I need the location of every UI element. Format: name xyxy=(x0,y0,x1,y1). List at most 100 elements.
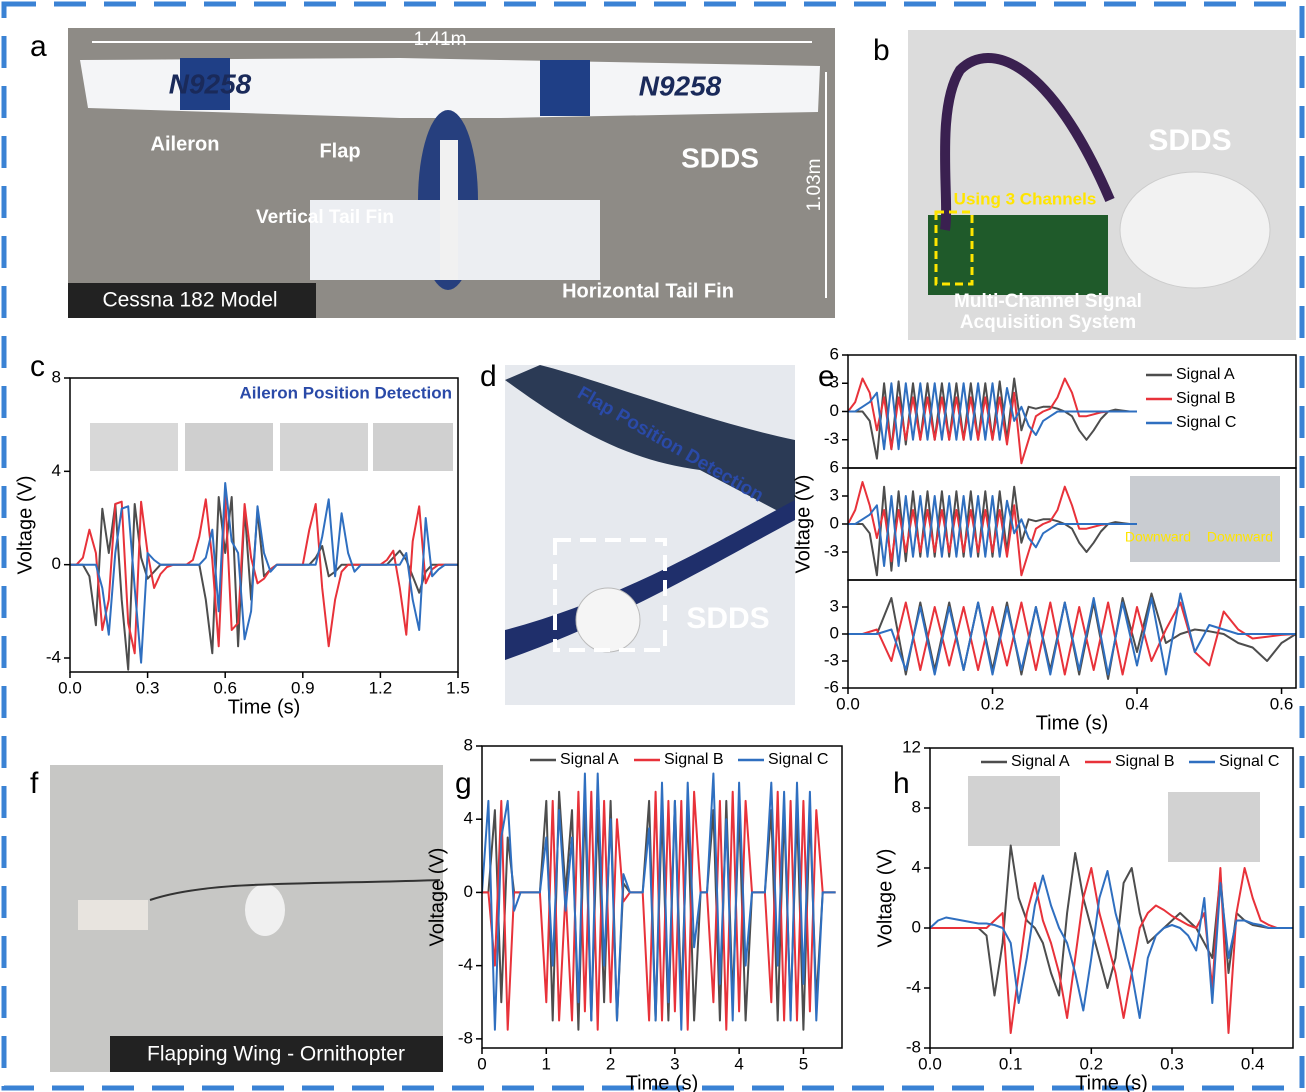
photo-b: SDDS Using 3 Channels Multi-Channel Sign… xyxy=(908,30,1296,340)
inset-photo xyxy=(280,423,368,471)
y-tick-label: 3 xyxy=(830,373,839,392)
inset-photo xyxy=(373,423,453,471)
ornithopter-body xyxy=(245,884,285,936)
panel-label: c xyxy=(30,350,45,383)
inset-photo xyxy=(90,423,178,471)
y-tick-label: 8 xyxy=(464,735,473,754)
y-tick-label: 0 xyxy=(52,554,61,573)
legend-label: Signal A xyxy=(1011,753,1070,770)
legend-label: Signal C xyxy=(1176,414,1236,431)
y-axis-label: Voltage (V) xyxy=(874,849,896,948)
photo-label: SDDS xyxy=(686,602,769,635)
x-tick-label: 0.3 xyxy=(136,678,160,697)
y-tick-label: 4 xyxy=(464,809,473,828)
y-tick-label: 8 xyxy=(912,797,921,816)
panel-label: b xyxy=(873,34,890,67)
photo-label: Multi-Channel Signal xyxy=(954,291,1142,312)
plot xyxy=(930,846,1293,1034)
y-axis-label: Voltage (V) xyxy=(792,475,814,574)
x-tick-label: 3 xyxy=(670,1054,679,1073)
inset-photo xyxy=(1130,476,1280,562)
registration: N9258 xyxy=(639,70,722,101)
x-tick-label: 0.2 xyxy=(981,694,1005,713)
x-tick-label: 0.0 xyxy=(918,1054,942,1073)
x-tick-label: 1.2 xyxy=(369,678,393,697)
x-tick-label: 1 xyxy=(542,1054,551,1073)
x-tick-label: 1.5 xyxy=(446,678,470,697)
y-tick-label: 4 xyxy=(912,857,921,876)
panel-label: h xyxy=(893,767,910,800)
y-tick-label: -8 xyxy=(458,1028,473,1047)
y-tick-label: 6 xyxy=(830,457,839,476)
dimension-label: 1.41m xyxy=(414,29,467,50)
chart: 630-3Signal ASignal BSignal C xyxy=(824,344,1296,468)
x-tick-label: 0.1 xyxy=(999,1054,1023,1073)
legend-label: Signal A xyxy=(1176,366,1235,383)
x-tick-label: 0.4 xyxy=(1125,694,1149,713)
x-axis-label: Time (s) xyxy=(1075,1072,1148,1092)
photo-f: Flapping Wing - Ornithopter xyxy=(50,765,443,1072)
photo-label: Vertical Tail Fin xyxy=(256,207,394,228)
x-tick-label: 4 xyxy=(734,1054,743,1073)
panel-label: a xyxy=(30,30,47,63)
photo-label: Horizontal Tail Fin xyxy=(562,280,734,302)
wing-stripe xyxy=(540,60,590,116)
figure: a b c d e f g h 1.41m N9258 N9258 Ailero… xyxy=(0,0,1306,1092)
caption: Flapping Wing - Ornithopter xyxy=(147,1043,405,1066)
photo-label: Flap xyxy=(319,140,360,162)
y-tick-label: 3 xyxy=(830,596,839,615)
legend-label: Signal A xyxy=(560,751,619,768)
x-tick-label: 0.3 xyxy=(1160,1054,1184,1073)
plot xyxy=(848,594,1296,680)
x-tick-label: 0.6 xyxy=(213,678,237,697)
y-tick-label: 6 xyxy=(830,344,839,363)
sensor-disk xyxy=(1120,172,1270,288)
caption: Cessna 182 Model xyxy=(102,289,277,312)
panel-label: g xyxy=(455,767,472,800)
axes-frame xyxy=(70,378,458,672)
panel-label: f xyxy=(30,767,39,800)
photo-a: 1.41m N9258 N9258 Aileron Flap SDDS 1.03… xyxy=(68,28,835,318)
photo-label: Using 3 Channels xyxy=(954,189,1097,208)
x-axis-label: Time (s) xyxy=(228,696,301,718)
photo-label: SDDS xyxy=(681,142,759,173)
x-tick-label: 5 xyxy=(799,1054,808,1073)
x-tick-label: 0.6 xyxy=(1270,694,1294,713)
photo-label: SDDS xyxy=(1148,124,1231,157)
x-tick-label: 0 xyxy=(477,1054,486,1073)
photo-label: Downward xyxy=(1125,529,1191,545)
photo-inset-e: Downward Downward xyxy=(1125,476,1280,562)
board xyxy=(78,900,148,930)
y-tick-label: 0 xyxy=(830,513,839,532)
plot xyxy=(848,379,1137,464)
y-tick-label: -3 xyxy=(824,541,839,560)
y-tick-label: -3 xyxy=(824,650,839,669)
photo-insets-c xyxy=(90,423,453,471)
photo-label: Downward xyxy=(1207,529,1273,545)
x-axis-label: Time (s) xyxy=(1036,712,1109,734)
panel-label: d xyxy=(480,360,497,393)
x-tick-label: 0.9 xyxy=(291,678,315,697)
y-tick-label: 8 xyxy=(52,367,61,386)
line-series xyxy=(848,594,1296,675)
legend-label: Signal C xyxy=(768,751,828,768)
inset-photo xyxy=(968,776,1060,846)
y-axis-label: Voltage (V) xyxy=(426,848,448,947)
dimension-label: 1.03m xyxy=(804,159,825,212)
x-tick-label: 2 xyxy=(606,1054,615,1073)
photo-d: Flap Position Detection SDDS xyxy=(505,365,795,705)
x-tick-label: 0.0 xyxy=(58,678,82,697)
y-tick-label: 4 xyxy=(52,461,61,480)
line-series xyxy=(930,871,1293,1018)
inset-photo xyxy=(185,423,273,471)
y-tick-label: -4 xyxy=(906,977,921,996)
y-tick-label: -3 xyxy=(824,429,839,448)
legend-label: Signal B xyxy=(664,751,724,768)
x-tick-label: 0.4 xyxy=(1241,1054,1265,1073)
x-tick-label: 0.0 xyxy=(836,694,860,713)
x-tick-label: 0.2 xyxy=(1080,1054,1104,1073)
y-tick-label: 0 xyxy=(912,917,921,936)
